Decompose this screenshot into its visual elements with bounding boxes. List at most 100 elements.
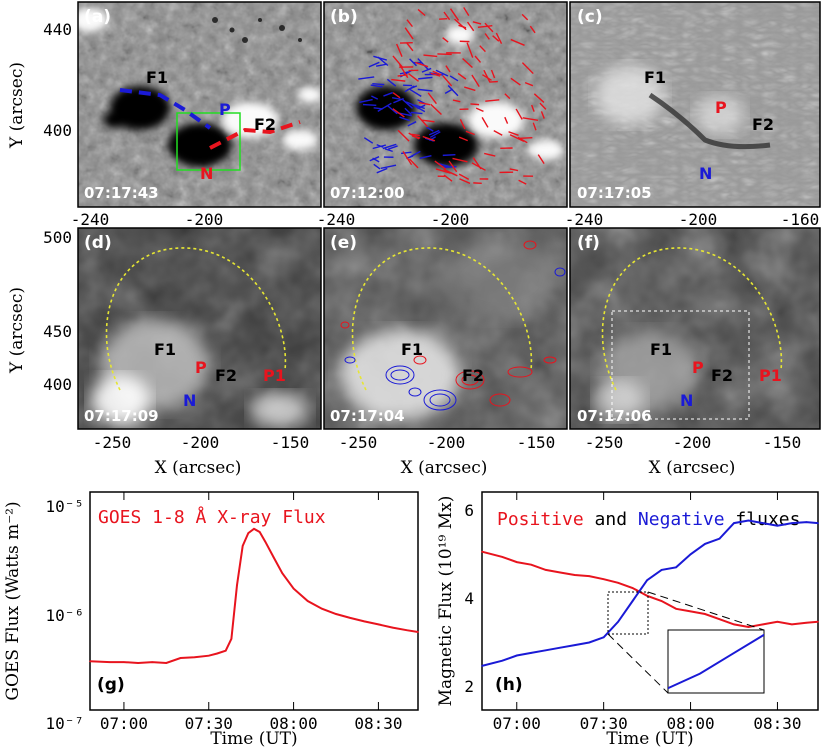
legend-and: and	[584, 509, 638, 530]
frame-f	[569, 227, 821, 430]
field-vector	[362, 103, 377, 107]
y-tick-label: 10⁻⁷	[45, 714, 84, 733]
data-point	[236, 584, 238, 586]
field-vector	[409, 58, 417, 67]
top-axes: Y (arcsec) 440 400 -240 -200 -240 -200 -…	[7, 20, 819, 229]
frame-d	[77, 227, 322, 430]
data-point	[776, 620, 779, 623]
x-tick-label: -250	[339, 433, 378, 452]
eruption-front	[105, 247, 287, 391]
legend: Positive and Negative fluxes	[497, 509, 800, 530]
x-tick-label: 08:30	[753, 714, 801, 733]
data-point	[377, 623, 380, 626]
data-point	[817, 522, 819, 524]
field-vector	[445, 65, 451, 73]
field-vector	[392, 96, 402, 101]
field-vector	[458, 173, 470, 181]
data-point	[718, 537, 721, 540]
field-vector	[392, 108, 405, 118]
field-vector	[406, 19, 413, 28]
field-vector	[444, 88, 454, 94]
data-point	[363, 620, 366, 623]
field-vector	[372, 82, 385, 86]
field-vector	[435, 168, 451, 174]
y-axis-title: GOES Flux (Watts m⁻²)	[3, 501, 23, 700]
field-vector	[508, 131, 519, 136]
zoom-box	[176, 112, 241, 171]
x-tick-label: 07:00	[100, 714, 148, 733]
label-P1: P1	[759, 366, 782, 385]
field-vector	[417, 58, 429, 70]
data-point	[704, 613, 706, 615]
field-vector	[415, 61, 429, 68]
data-point	[207, 654, 210, 657]
legend-fluxes: fluxes	[725, 509, 801, 530]
data-point	[762, 522, 764, 524]
x-tick-label: -240	[317, 210, 356, 229]
data-point	[689, 610, 692, 613]
field-vector	[449, 8, 460, 21]
x-axis-title: Time (UT)	[210, 729, 297, 749]
data-point	[264, 540, 267, 543]
data-point	[272, 556, 275, 559]
field-vector	[484, 33, 490, 40]
field-vector	[443, 174, 453, 182]
field-vector	[470, 103, 480, 106]
field-vector	[404, 107, 412, 116]
timestamp: 07:12:00	[330, 184, 405, 202]
mid-axes: Y (arcsec) 500 450 400 -250 -200 -150 -2…	[7, 228, 801, 478]
data-point	[602, 636, 605, 639]
negative-contours	[344, 267, 566, 411]
field-vector	[474, 55, 482, 63]
data-point	[544, 649, 547, 652]
field-vector	[458, 136, 468, 142]
field-vector	[492, 35, 500, 42]
field-vector	[418, 101, 431, 106]
x-tick-label: 08:30	[354, 714, 402, 733]
label-F2: F2	[215, 366, 237, 385]
data-point	[391, 626, 394, 629]
data-point	[216, 652, 219, 655]
field-vector	[504, 93, 511, 100]
panel-f: (f) 07:17:06 F1 P F2 P1 N	[570, 228, 820, 429]
field-vector	[402, 151, 413, 166]
field-vector	[376, 167, 388, 174]
data-point	[515, 654, 518, 657]
timestamp: 07:17:06	[577, 407, 652, 425]
field-vector	[405, 101, 416, 107]
data-point	[776, 524, 779, 527]
label-P: P	[219, 100, 231, 119]
data-point	[306, 600, 309, 602]
field-vector	[482, 74, 492, 81]
field-vector	[443, 11, 451, 21]
panel-a: (a) 07:17:43 F1 P F2 N	[78, 2, 321, 207]
data-point	[573, 574, 576, 576]
field-vector	[533, 93, 545, 103]
field-vector	[404, 85, 415, 93]
field-vector	[430, 72, 441, 77]
field-vector	[383, 91, 393, 97]
field-vector	[386, 104, 398, 115]
field-vector	[485, 99, 500, 102]
y-axis-title: Y (arcsec)	[7, 287, 27, 374]
filament-F2-trace	[209, 120, 301, 150]
positive-polarity-region	[78, 8, 321, 150]
x-axis-title: X (arcsec)	[401, 458, 488, 478]
field-vector	[429, 131, 441, 138]
field-vector	[430, 103, 442, 116]
field-vector	[421, 119, 435, 123]
field-vector	[370, 84, 383, 88]
data-point	[335, 613, 337, 615]
data-point	[747, 519, 750, 522]
label-N: N	[699, 164, 712, 183]
series-line-negative	[481, 519, 819, 667]
panel-b: (b) 07:12:00	[324, 2, 567, 207]
data-point	[405, 629, 408, 631]
label-N: N	[200, 164, 213, 183]
field-vector	[392, 92, 401, 99]
data-point	[617, 582, 619, 584]
field-vector	[504, 116, 509, 124]
data-point	[501, 556, 504, 558]
field-vector	[368, 61, 380, 68]
panel-label: (c)	[577, 7, 603, 27]
